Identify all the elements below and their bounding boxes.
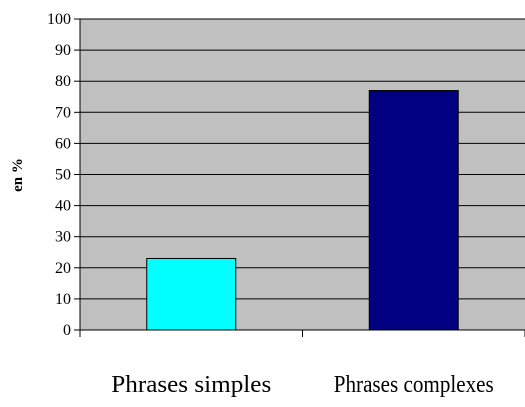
y-tick-label: 60 <box>55 135 71 152</box>
y-axis-title: en % <box>10 158 26 192</box>
x-axis-ticks <box>80 330 525 337</box>
y-tick-label: 70 <box>55 104 71 121</box>
y-tick-label: 90 <box>55 42 71 59</box>
bar <box>369 91 458 330</box>
y-axis-ticks: 0 10 20 30 40 50 60 70 80 90 100 <box>47 11 80 339</box>
y-tick-label: 30 <box>55 229 71 246</box>
category-label: Phrases complexes <box>334 372 494 398</box>
y-tick-label: 10 <box>55 291 71 308</box>
y-tick-label: 80 <box>55 73 71 90</box>
y-tick-label: 40 <box>55 198 71 215</box>
y-tick-label: 20 <box>55 260 71 277</box>
y-tick-label: 50 <box>55 167 71 184</box>
category-label: Phrases simples <box>111 372 271 398</box>
category-labels: Phrases simples Phrases complexes <box>111 372 494 398</box>
y-tick-label: 100 <box>47 11 71 28</box>
bar <box>147 258 236 330</box>
y-tick-label: 0 <box>63 322 71 339</box>
